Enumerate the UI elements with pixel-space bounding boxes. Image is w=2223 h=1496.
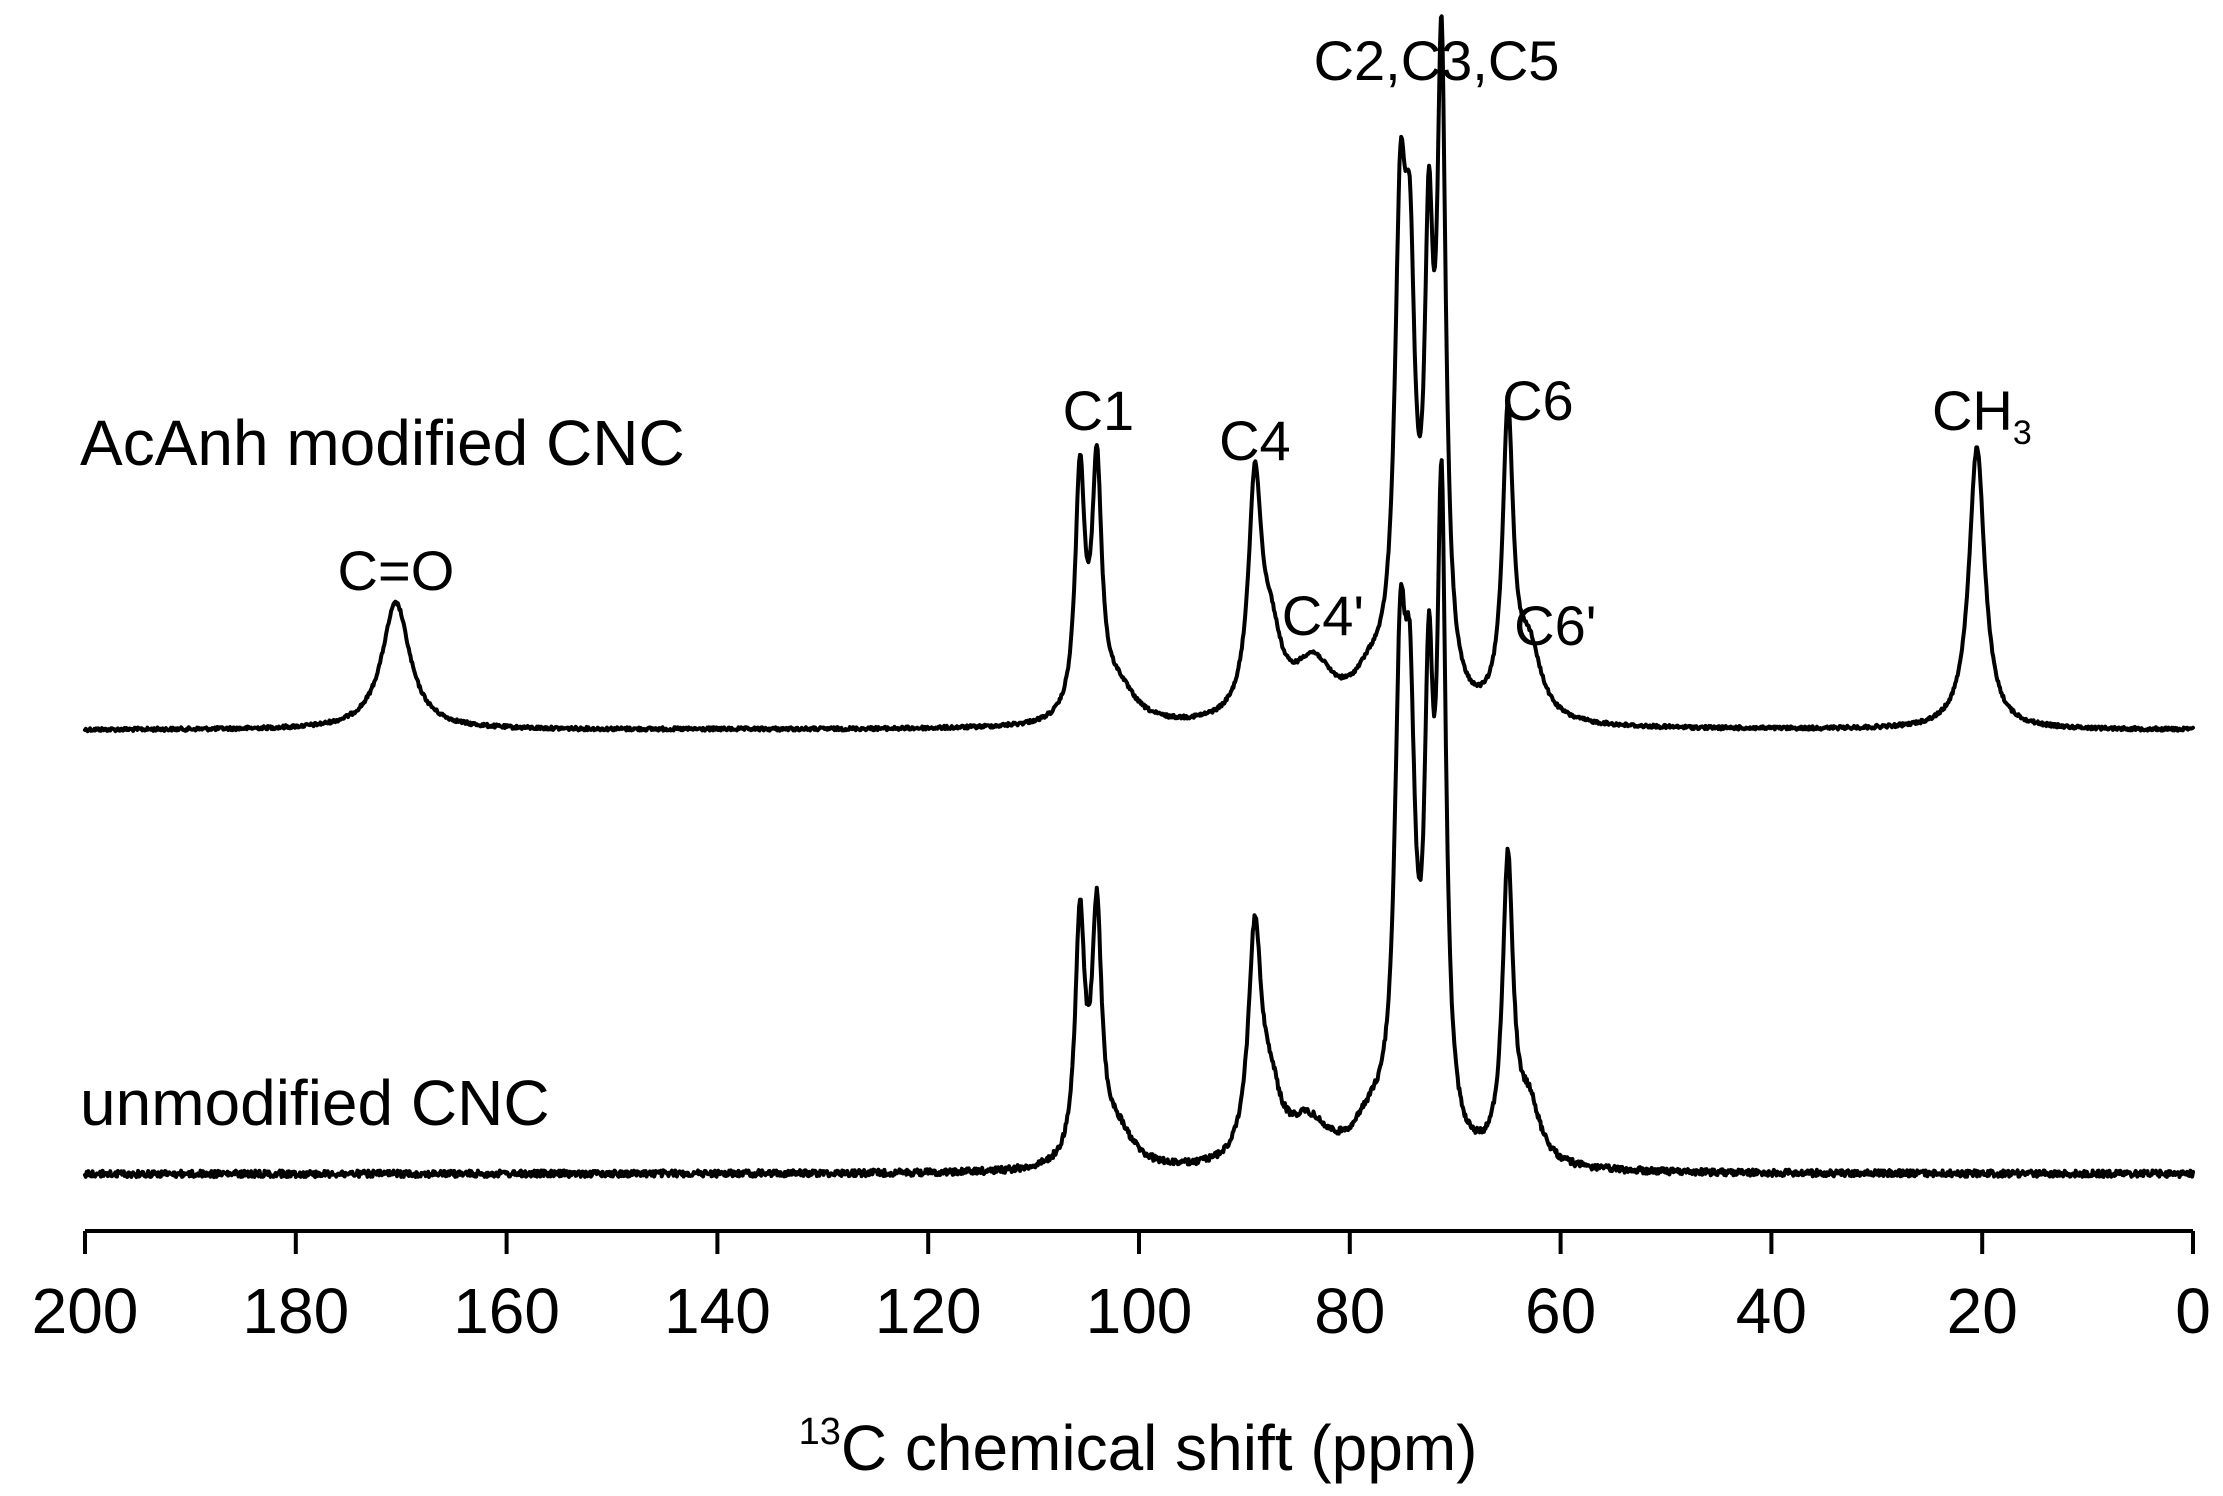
x-tick-label-40: 40	[1736, 1275, 1807, 1347]
x-axis-label: 13C chemical shift (ppm)	[799, 1411, 1478, 1484]
peak-label-c235: C2,C3,C5	[1314, 29, 1560, 92]
peak-label-text: C=O	[338, 539, 455, 602]
series-line-acanh-modified-cnc	[83, 14, 2195, 734]
peak-label-text: C1	[1063, 379, 1135, 442]
x-tick-label-120: 120	[875, 1275, 982, 1347]
peak-label-text: C6	[1502, 369, 1574, 432]
peak-label-text: C2,C3,C5	[1314, 29, 1560, 92]
series-labels: AcAnh modified CNC unmodified CNC	[80, 407, 685, 1139]
peak-label-c-o: C=O	[338, 539, 455, 602]
peak-label-c4: C4	[1219, 409, 1291, 472]
peak-label-text: C4	[1219, 409, 1291, 472]
x-tick-label-160: 160	[453, 1275, 560, 1347]
x-tick-label-0: 0	[2175, 1275, 2211, 1347]
x-tick-label-100: 100	[1086, 1275, 1193, 1347]
spectrum-traces	[83, 14, 2195, 1180]
peak-label-c6p: C6'	[1514, 594, 1596, 657]
x-axis: 200 180 160 140 120 100 80 60 40 20 0	[32, 1229, 2211, 1347]
x-tick-label-20: 20	[1947, 1275, 2018, 1347]
x-tick-label-180: 180	[242, 1275, 349, 1347]
series-label-unmodified-cnc: unmodified CNC	[80, 1067, 550, 1139]
peak-label-text: C4'	[1282, 584, 1364, 647]
x-ticks: 200 180 160 140 120 100 80 60 40 20 0	[32, 1231, 2211, 1347]
x-tick-label-140: 140	[664, 1275, 771, 1347]
peak-label-c4p: C4'	[1282, 584, 1364, 647]
peak-annotations: C=O C1 C4 C4' C2,C3,C5 C6 C6' CH3	[338, 29, 2032, 657]
peak-label-ch3: CH3	[1932, 379, 2032, 452]
x-tick-label-80: 80	[1314, 1275, 1385, 1347]
x-tick-label-60: 60	[1525, 1275, 1596, 1347]
series-line-unmodified-cnc	[83, 458, 2195, 1180]
peak-label-c1: C1	[1063, 379, 1135, 442]
series-label-acanh-modified-cnc: AcAnh modified CNC	[80, 407, 685, 479]
peak-label-subscript: 3	[2013, 414, 2032, 452]
x-axis-label-text: C chemical shift (ppm)	[841, 1412, 1478, 1484]
x-tick-label-200: 200	[32, 1275, 139, 1347]
peak-label-c6: C6	[1502, 369, 1574, 432]
peak-label-text: CH	[1932, 379, 2013, 442]
x-axis-label-superscript: 13	[799, 1411, 841, 1453]
peak-label-text: C6'	[1514, 594, 1596, 657]
